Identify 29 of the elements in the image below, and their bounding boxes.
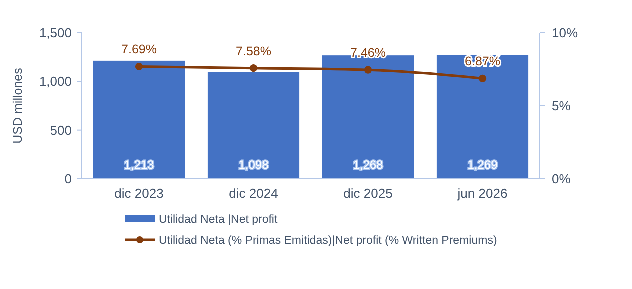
data-label: 1,098 (238, 158, 270, 172)
data-label: 6.87% (465, 54, 500, 69)
bar (208, 72, 300, 179)
legend-label: Utilidad Neta |Net profit (159, 214, 278, 226)
bar (436, 55, 529, 179)
y2-tick-label: 10% (552, 26, 578, 41)
y-tick-label: 1,500 (39, 26, 72, 41)
x-tick-label: dic 2024 (229, 186, 278, 201)
bar (322, 56, 414, 179)
y-tick-label: 0 (64, 172, 72, 187)
y2-tick-label: 5% (552, 98, 572, 114)
data-label: 1,268 (353, 158, 384, 172)
y2-tick-label: 0% (552, 172, 572, 187)
y-tick-label: 500 (50, 122, 72, 138)
bar (93, 60, 186, 179)
x-tick-label: dic 2025 (344, 186, 393, 201)
x-tick-label: jun 2026 (456, 186, 508, 201)
point (135, 62, 144, 71)
x-tick-label: dic 2023 (114, 186, 164, 201)
point (250, 64, 258, 72)
point (478, 74, 487, 82)
data-label: 1,269 (468, 158, 498, 172)
data-label: 7.58% (236, 44, 272, 58)
point (364, 66, 372, 74)
data-label: 7.69% (122, 42, 157, 57)
y-tick-label: 1,000 (39, 74, 72, 90)
data-label: 1,213 (124, 158, 155, 172)
legend-label: Utilidad Neta (% Primas Emitidas)|Net profit (% Written Premiums) (159, 235, 498, 248)
y-axis-title: USD millones (11, 68, 25, 144)
